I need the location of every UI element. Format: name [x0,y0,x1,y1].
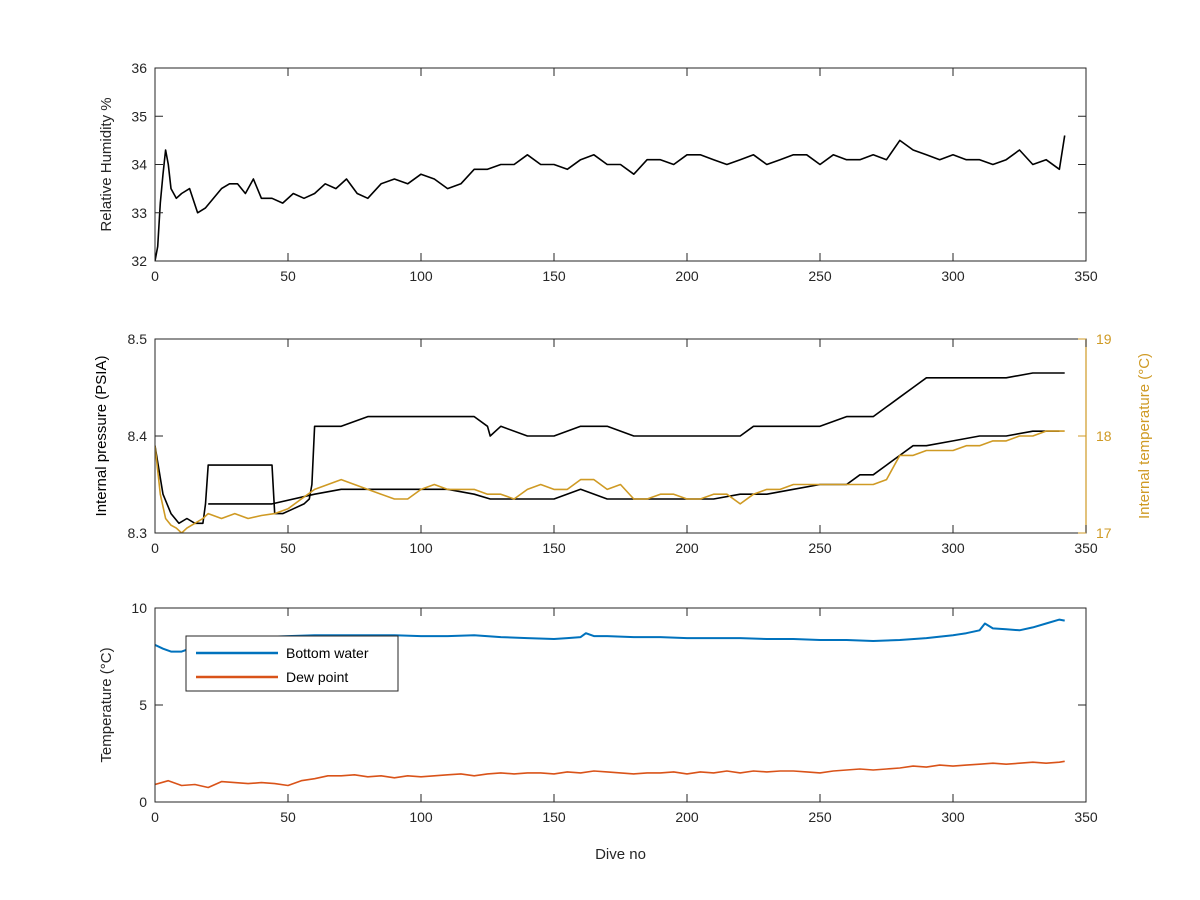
y-tick-label: 5 [139,697,147,713]
x-tick-label: 0 [151,809,159,825]
series-line-dew-point [155,760,1065,789]
series-line-2 [208,430,1060,505]
panel-3: 0 50 100 150 200 250 300 350 0 5 10 Temperature (°C… [98,600,1098,863]
x-tick-label: 200 [675,809,699,825]
x-tick-label: 150 [542,268,566,284]
y-tick-label: 36 [131,60,147,76]
legend-label: Bottom water [286,645,369,661]
y-right-tick-label: 19 [1096,331,1112,347]
legend-box [185,635,399,692]
x-tick-label: 350 [1074,540,1098,556]
y-tick-label: 8.3 [128,525,148,541]
x-tick-label: 100 [409,809,433,825]
y-right-tick-label: 18 [1096,428,1112,444]
legend-label: Dew point [286,669,348,685]
x-axis-label: Dive no [595,846,646,863]
y-axis-label: Internal pressure (PSIA) [93,356,110,517]
x-tick-label: 50 [280,540,296,556]
y-axis-label: Temperature (°C) [98,647,115,762]
x-tick-label: 200 [675,540,699,556]
x-tick-label: 200 [675,268,699,284]
x-tick-label: 0 [151,268,159,284]
x-tick-label: 250 [808,268,832,284]
x-tick-label: 300 [941,268,965,284]
x-tick-label: 250 [808,540,832,556]
legend: Bottom water Dew point [185,635,399,692]
y-tick-label: 8.4 [128,428,148,444]
x-tick-label: 300 [941,540,965,556]
x-tick-label: 100 [409,540,433,556]
y-tick-label: 35 [131,108,147,124]
series-group [155,135,1066,261]
series-group [155,372,1065,533]
x-tick-label: 100 [409,268,433,284]
x-tick-label: 250 [808,809,832,825]
y-tick-label: 10 [131,600,147,616]
x-tick-label: 350 [1074,268,1098,284]
y-tick-label: 34 [131,157,147,173]
y-right-tick-label: 17 [1096,525,1112,541]
panel-1: 0 50 100 150 200 250 300 350 32 33 34 35 36 Relative … [98,60,1098,284]
y-tick-label: 0 [139,794,147,810]
x-tick-label: 50 [280,268,296,284]
y-axis-label: Relative Humidity % [98,97,115,231]
panel-2: 0 50 100 150 200 250 300 350 8.3 8.4 8.5 17 18 19 Inte… [93,331,1153,556]
x-tick-label: 0 [151,540,159,556]
series-line-1 [155,135,1066,261]
x-tick-label: 150 [542,540,566,556]
y-right-axis-label: Internal temperature (°C) [1136,353,1153,519]
y-tick-label: 33 [131,205,147,221]
x-tick-label: 50 [280,809,296,825]
y-tick-label: 8.5 [128,331,148,347]
x-tick-label: 150 [542,809,566,825]
x-tick-label: 300 [941,809,965,825]
y-tick-label: 32 [131,253,147,269]
series-line-1 [155,372,1065,525]
series-line-3 [155,430,1065,533]
x-tick-label: 350 [1074,809,1098,825]
